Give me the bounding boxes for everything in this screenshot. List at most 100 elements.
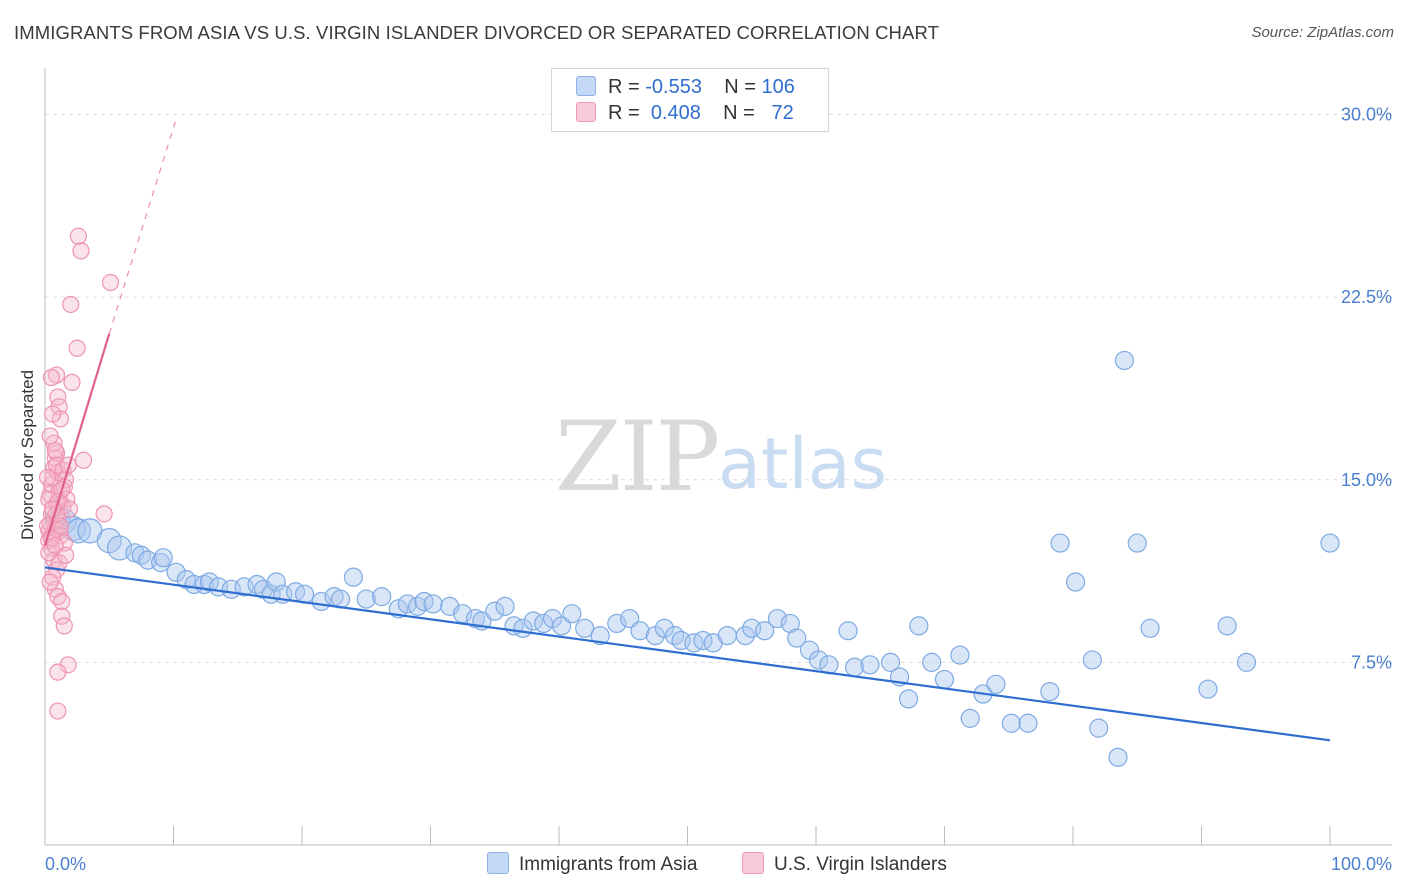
legend-swatch-virgin-islanders	[576, 102, 596, 122]
series-legend: Immigrants from Asia U.S. Virgin Islande…	[0, 852, 1406, 878]
data-point	[101, 273, 120, 292]
data-point	[590, 625, 610, 646]
trend-line	[44, 566, 1331, 742]
data-point	[1236, 652, 1257, 672]
data-point	[49, 702, 67, 720]
data-point	[880, 652, 901, 672]
legend-item-asia[interactable]: Immigrants from Asia	[487, 852, 697, 876]
data-point	[485, 601, 505, 621]
data-point	[909, 616, 929, 636]
data-point	[1065, 572, 1086, 592]
data-point	[607, 613, 627, 634]
data-point	[49, 663, 67, 681]
r-label: R =	[608, 102, 640, 124]
watermark: ZIP atlas	[555, 401, 887, 513]
trend-layer	[43, 119, 1331, 742]
data-point	[372, 587, 392, 607]
data-point	[53, 592, 71, 611]
data-point	[1198, 679, 1218, 699]
legend-row-virgin-islanders: R = 0.408 N = 72	[576, 102, 794, 126]
data-point	[1082, 650, 1102, 670]
n-label: N =	[723, 102, 755, 124]
data-point	[551, 616, 572, 636]
watermark-zip: ZIP	[555, 401, 718, 513]
data-point	[42, 368, 61, 387]
data-point	[46, 536, 64, 555]
data-point	[1140, 618, 1160, 638]
data-point	[63, 373, 81, 391]
data-point	[922, 652, 942, 672]
data-point	[343, 567, 363, 587]
stats-legend: R = -0.553 N = 106 R = 0.408 N = 72	[551, 68, 829, 132]
data-point	[495, 596, 515, 616]
x-tick-label: 100.0%	[1331, 854, 1392, 874]
n-label: N =	[724, 76, 756, 98]
data-point	[96, 528, 122, 554]
legend-swatch-asia	[487, 852, 509, 874]
data-point	[860, 655, 880, 675]
data-point	[1050, 533, 1070, 553]
data-point	[41, 427, 59, 445]
axes	[44, 68, 1392, 846]
data-point	[1127, 533, 1147, 553]
grid-lines	[45, 114, 1392, 663]
tick-labels: 7.5% 15.0% 22.5% 30.0% 0.0% 100.0%	[45, 105, 1392, 874]
source-credit: Source: ZipAtlas.com	[1251, 24, 1394, 41]
data-point	[53, 607, 71, 625]
data-point	[950, 645, 970, 665]
data-point	[735, 625, 755, 646]
data-point	[717, 625, 737, 646]
data-point	[423, 594, 443, 614]
data-point	[69, 227, 88, 245]
data-point	[266, 572, 286, 592]
data-point	[767, 608, 788, 629]
data-point	[166, 562, 186, 582]
data-point	[46, 441, 64, 460]
data-point	[654, 618, 674, 638]
data-point	[74, 451, 93, 469]
data-point	[72, 242, 90, 260]
data-point	[59, 456, 77, 474]
data-point	[1114, 350, 1135, 371]
data-point	[898, 689, 919, 709]
legend-swatch-asia	[576, 76, 596, 96]
data-point	[68, 339, 86, 357]
data-point	[630, 621, 650, 641]
y-tick-label: 30.0%	[1341, 105, 1392, 125]
data-point	[620, 608, 640, 629]
y-tick-label: 7.5%	[1351, 652, 1392, 672]
trend-line-extension	[108, 119, 177, 334]
legend-label-virgin-islanders: U.S. Virgin Islanders	[774, 854, 947, 875]
data-point	[356, 589, 376, 609]
data-point	[62, 295, 80, 314]
x-tick-label: 0.0%	[45, 854, 86, 874]
series-layer	[38, 227, 1340, 767]
r-label: R =	[608, 76, 640, 98]
r-value: -0.553	[645, 76, 702, 98]
series-virgin-islanders	[38, 227, 120, 720]
data-point	[1320, 533, 1340, 553]
trend-line	[43, 333, 111, 546]
watermark-atlas: atlas	[718, 423, 887, 505]
r-value: 0.408	[650, 102, 701, 124]
data-point	[986, 674, 1006, 694]
chart-title: IMMIGRANTS FROM ASIA VS U.S. VIRGIN ISLA…	[14, 22, 939, 43]
legend-item-virgin-islanders[interactable]: U.S. Virgin Islanders	[742, 852, 947, 876]
data-point	[934, 669, 955, 690]
data-point	[562, 604, 582, 624]
y-tick-label: 15.0%	[1341, 470, 1392, 490]
y-tick-label: 22.5%	[1341, 287, 1392, 307]
y-axis-label: Divorced or Separated	[18, 370, 37, 540]
legend-label-asia: Immigrants from Asia	[519, 854, 698, 875]
legend-row-asia: R = -0.553 N = 106	[576, 76, 795, 100]
data-point	[960, 708, 980, 728]
data-point	[95, 505, 113, 523]
data-point	[838, 621, 858, 641]
data-point	[754, 621, 775, 641]
data-point	[1040, 681, 1060, 702]
n-value: 106	[761, 76, 795, 98]
legend-swatch-virgin-islanders	[742, 852, 764, 874]
data-point	[1217, 616, 1237, 636]
data-point	[41, 573, 59, 591]
